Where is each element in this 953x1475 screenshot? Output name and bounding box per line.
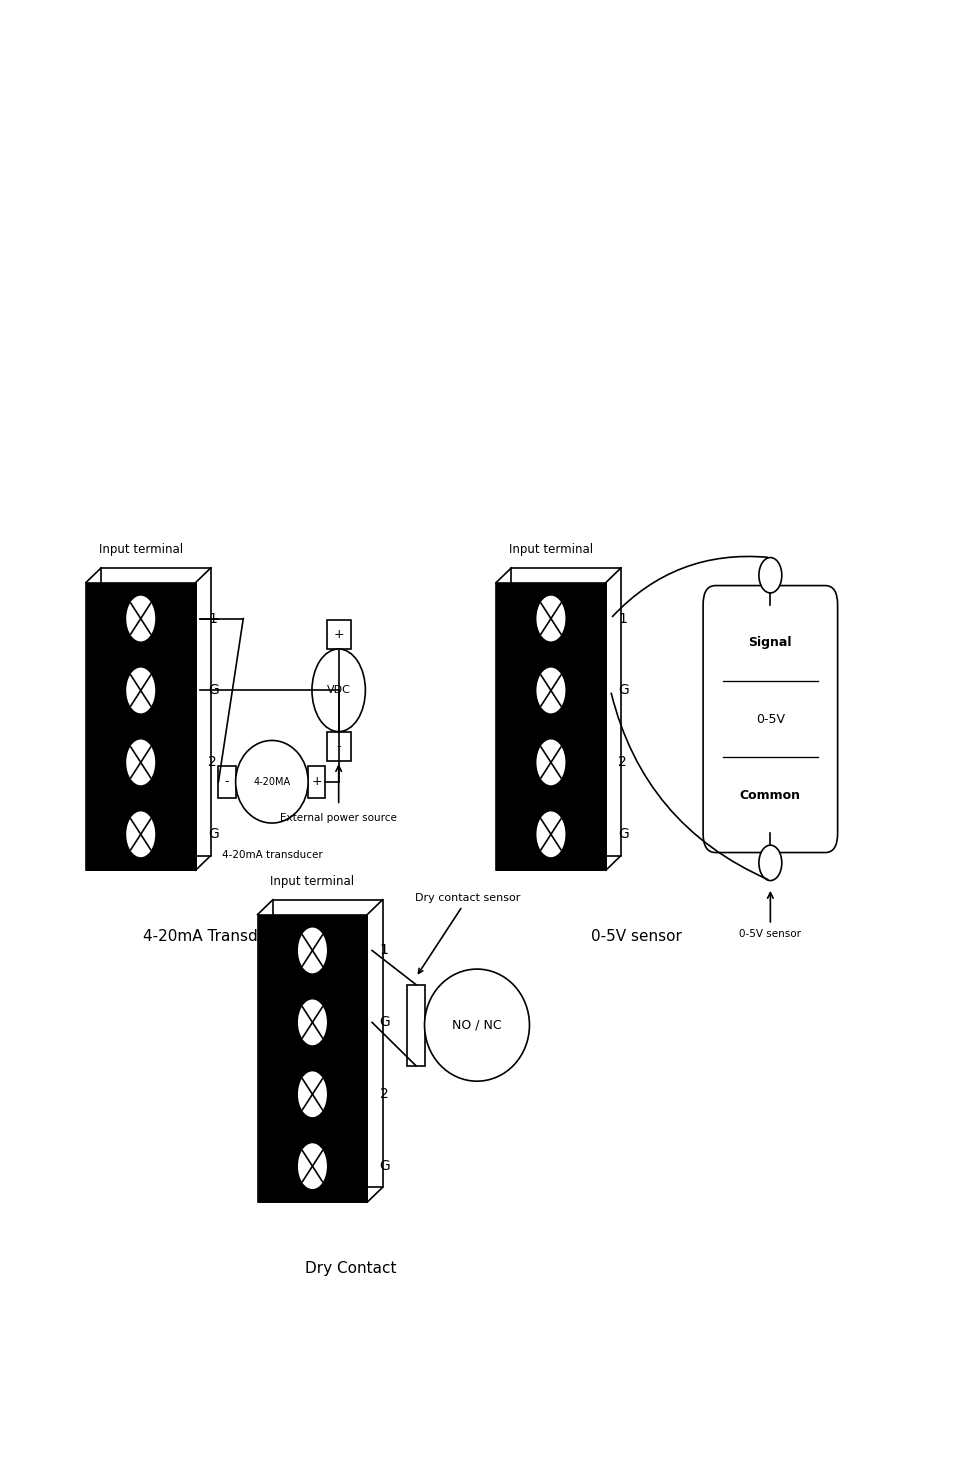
Text: -: - bbox=[336, 740, 340, 752]
Polygon shape bbox=[86, 727, 195, 798]
Circle shape bbox=[296, 1071, 328, 1118]
FancyBboxPatch shape bbox=[702, 586, 837, 853]
Text: 0-5V sensor: 0-5V sensor bbox=[739, 929, 801, 940]
Text: 0-5V sensor: 0-5V sensor bbox=[591, 929, 681, 944]
Text: 2: 2 bbox=[379, 1087, 388, 1102]
Polygon shape bbox=[326, 732, 351, 761]
Text: G: G bbox=[379, 1159, 390, 1173]
Text: +: + bbox=[333, 628, 344, 640]
Text: -: - bbox=[225, 776, 229, 788]
Circle shape bbox=[759, 845, 781, 881]
Text: +: + bbox=[311, 776, 322, 788]
Text: Input terminal: Input terminal bbox=[270, 875, 355, 888]
Ellipse shape bbox=[235, 740, 308, 823]
Text: 4-20mA Transducer: 4-20mA Transducer bbox=[143, 929, 291, 944]
Text: G: G bbox=[208, 827, 218, 841]
Text: 0-5V: 0-5V bbox=[755, 712, 784, 726]
Polygon shape bbox=[257, 1130, 367, 1202]
Text: Signal: Signal bbox=[748, 636, 791, 649]
Circle shape bbox=[759, 558, 781, 593]
Text: 1: 1 bbox=[379, 944, 388, 957]
Circle shape bbox=[535, 811, 566, 858]
Polygon shape bbox=[257, 987, 367, 1058]
Circle shape bbox=[535, 594, 566, 642]
Polygon shape bbox=[257, 914, 367, 1202]
Polygon shape bbox=[86, 798, 195, 870]
Circle shape bbox=[535, 739, 566, 786]
Polygon shape bbox=[496, 727, 605, 798]
Text: 4-20MA: 4-20MA bbox=[253, 777, 290, 786]
Text: Input terminal: Input terminal bbox=[98, 543, 183, 556]
Polygon shape bbox=[496, 798, 605, 870]
Polygon shape bbox=[496, 655, 605, 727]
Text: External power source: External power source bbox=[280, 813, 396, 823]
Polygon shape bbox=[308, 766, 325, 798]
Polygon shape bbox=[407, 985, 424, 1065]
Circle shape bbox=[296, 926, 328, 974]
Circle shape bbox=[125, 739, 156, 786]
Polygon shape bbox=[496, 583, 605, 870]
Text: 2: 2 bbox=[208, 755, 216, 770]
Text: NO / NC: NO / NC bbox=[452, 1019, 501, 1031]
Polygon shape bbox=[218, 766, 235, 798]
Polygon shape bbox=[496, 583, 605, 655]
Circle shape bbox=[125, 667, 156, 714]
Text: Dry Contact: Dry Contact bbox=[305, 1261, 395, 1276]
Polygon shape bbox=[257, 914, 367, 987]
Polygon shape bbox=[86, 583, 195, 870]
Polygon shape bbox=[326, 620, 351, 649]
Text: Dry contact sensor: Dry contact sensor bbox=[415, 894, 519, 974]
Text: Common: Common bbox=[740, 789, 800, 802]
Text: G: G bbox=[379, 1015, 390, 1030]
Text: G: G bbox=[618, 827, 628, 841]
Circle shape bbox=[125, 811, 156, 858]
Text: Input terminal: Input terminal bbox=[508, 543, 593, 556]
Text: 1: 1 bbox=[208, 612, 216, 625]
Circle shape bbox=[296, 999, 328, 1046]
Circle shape bbox=[312, 649, 365, 732]
Text: 4-20mA transducer: 4-20mA transducer bbox=[221, 850, 322, 860]
Text: 1: 1 bbox=[618, 612, 626, 625]
Circle shape bbox=[535, 667, 566, 714]
Text: G: G bbox=[618, 683, 628, 698]
Text: 2: 2 bbox=[618, 755, 626, 770]
Text: G: G bbox=[208, 683, 218, 698]
Polygon shape bbox=[257, 1059, 367, 1130]
Text: VDC: VDC bbox=[326, 686, 351, 695]
Polygon shape bbox=[86, 655, 195, 727]
Ellipse shape bbox=[424, 969, 529, 1081]
Polygon shape bbox=[86, 583, 195, 655]
Circle shape bbox=[296, 1143, 328, 1190]
Circle shape bbox=[125, 594, 156, 642]
